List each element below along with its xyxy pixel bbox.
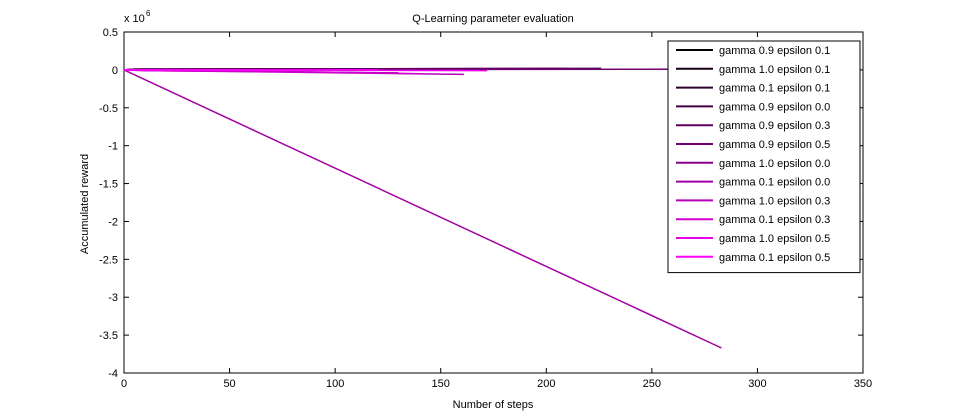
x-tick-label: 150 [432,378,450,390]
y-tick-label: -1.5 [99,179,118,191]
x-tick-label: 250 [643,378,661,390]
chart-title: Q-Learning parameter evaluation [412,13,573,25]
axes: 0 50 100 150 200 250 300 350 0.5 0 -0.5 -1 -1.5 -2 -2.… [99,27,872,390]
x-tick-label: 200 [537,378,555,390]
x-tick-label: 0 [121,378,127,390]
x-tick-label: 50 [223,378,235,390]
legend-label: gamma 0.1 epsilon 0.5 [719,252,830,264]
y-tick-label: -0.5 [99,103,118,115]
y-tick-label: -3.5 [99,330,118,342]
y-tick-label: -2 [108,216,118,228]
legend-label: gamma 0.9 epsilon 0.0 [719,101,830,113]
series-lines [123,67,758,349]
legend-label: gamma 0.1 epsilon 0.0 [719,177,830,189]
legend-label: gamma 1.0 epsilon 0.3 [719,195,830,207]
legend-label: gamma 0.1 epsilon 0.1 [719,83,830,95]
x-tick-label: 350 [854,378,872,390]
x-tick-label: 100 [326,378,344,390]
legend: gamma 0.9 epsilon 0.1 gamma 1.0 epsilon 0… [667,40,861,274]
legend-label: gamma 1.0 epsilon 0.5 [719,233,830,245]
x-tick-label: 300 [748,378,766,390]
legend-label: gamma 0.1 epsilon 0.3 [719,214,830,226]
y-tick-label: 0 [112,65,118,77]
y-multiplier-exponent: 6 [146,9,151,18]
y-axis-label: Accumulated reward [79,154,91,254]
y-multiplier-label: x 10 [124,13,145,25]
legend-label: gamma 1.0 epsilon 0.0 [719,158,830,170]
legend-label: gamma 1.0 epsilon 0.1 [719,64,830,76]
legend-box [667,40,861,274]
legend-label: gamma 0.9 epsilon 0.1 [719,45,830,57]
legend-label: gamma 0.9 epsilon 0.3 [719,120,830,132]
y-tick-label: -2.5 [99,254,118,266]
y-tick-label: -1 [108,141,118,153]
series-line [123,69,722,349]
y-tick-label: -4 [108,368,118,380]
x-axis-label: Number of steps [453,399,534,411]
legend-label: gamma 0.9 epsilon 0.5 [719,139,830,151]
y-tick-label: -3 [108,292,118,304]
y-tick-label: 0.5 [103,27,118,39]
